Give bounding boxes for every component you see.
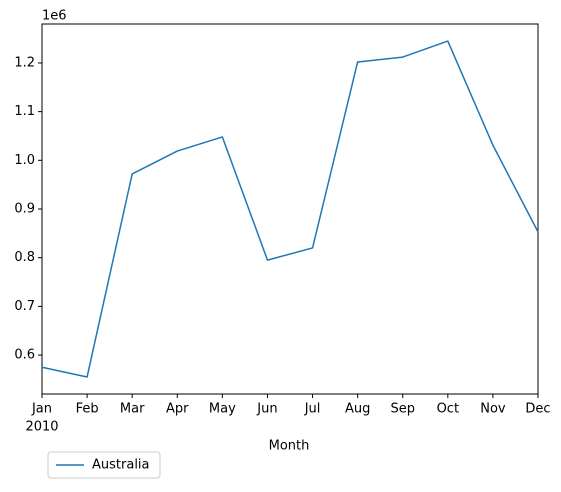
x-tick-label: Mar [120,402,145,417]
y-tick-label: 0.6 [14,348,35,363]
x-tick-label: Dec [525,402,550,417]
x-tick-label: Apr [166,402,189,417]
x-tick-label: Oct [437,402,459,417]
x-tick-label: Nov [480,402,506,417]
x-tick-label: May [209,402,236,417]
y-tick-label: 1.0 [14,153,35,168]
y-tick-label: 0.9 [14,202,35,217]
x-tick-label: Aug [345,402,370,417]
x-tick-label: Jun [256,402,277,417]
y-tick-label: 0.7 [14,299,35,314]
line-series [41,40,539,378]
x-tick-label: Feb [76,402,99,417]
plot-frame [41,23,539,395]
x-year-label: 2010 [25,420,58,435]
y-tick-label: 1.2 [14,55,35,70]
x-tick-label: Jul [304,402,321,417]
offset-label: 1e6 [42,9,67,24]
y-tick-label: 0.8 [14,250,35,265]
legend-label: Australia [92,458,150,473]
x-axis-label: Month [269,439,310,454]
legend-box [47,451,161,479]
x-tick-label: Sep [390,402,415,417]
y-tick-label: 1.1 [14,104,35,119]
x-tick-label: Jan [31,402,52,417]
